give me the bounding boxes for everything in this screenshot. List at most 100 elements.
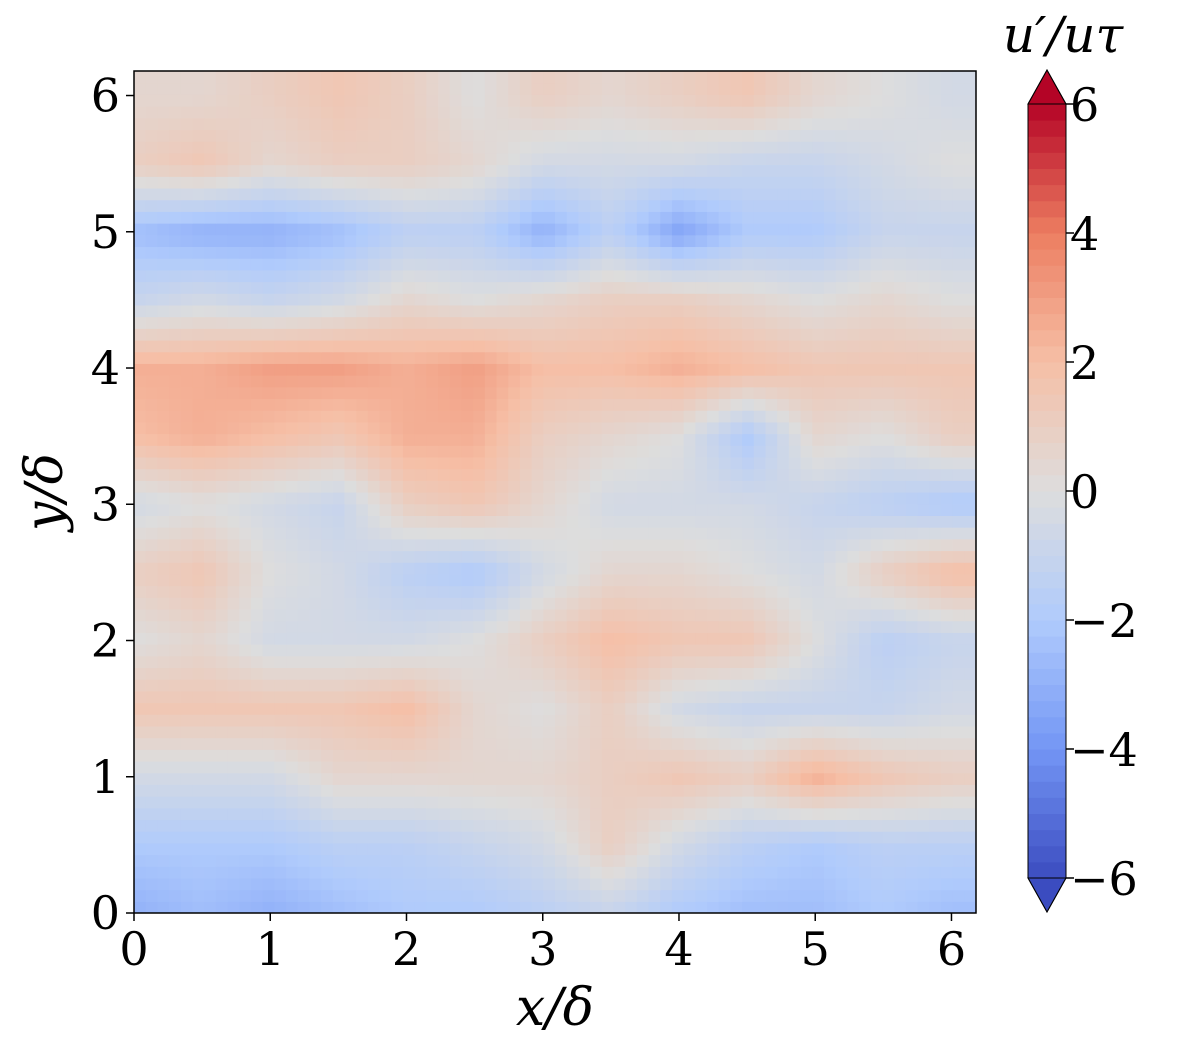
heatmap-cell [227, 714, 240, 727]
heatmap-cell [835, 421, 848, 435]
heatmap-cell [578, 538, 591, 552]
heatmap-cell [683, 877, 696, 891]
heatmap-cell [215, 819, 229, 832]
heatmap-cell [531, 725, 544, 739]
heatmap-cell [800, 316, 813, 329]
heatmap-cell [683, 386, 696, 400]
heatmap-cell [157, 877, 170, 891]
heatmap-cell [321, 187, 334, 201]
heatmap-cell [543, 410, 556, 423]
heatmap-cell [671, 655, 685, 669]
heatmap-cell [823, 351, 837, 364]
heatmap-cell [800, 889, 813, 902]
heatmap-cell [461, 433, 474, 446]
heatmap-cell [742, 562, 755, 575]
heatmap-cell [227, 433, 240, 446]
heatmap-cell [555, 749, 568, 762]
heatmap-cell [660, 901, 673, 913]
heatmap-cell [134, 480, 147, 493]
heatmap-cell [671, 597, 685, 610]
heatmap-cell [859, 141, 872, 154]
heatmap-cell [543, 714, 556, 727]
heatmap-cell [894, 667, 907, 680]
heatmap-cell [812, 644, 825, 657]
heatmap-cell [414, 679, 427, 692]
heatmap-cell [379, 304, 392, 318]
heatmap-cell [929, 503, 942, 516]
heatmap-cell [905, 562, 919, 575]
heatmap-cell [519, 515, 533, 528]
heatmap-cell [402, 842, 416, 856]
heatmap-cell [473, 842, 486, 856]
heatmap-cell [402, 901, 416, 913]
heatmap-cell [274, 164, 287, 177]
heatmap-cell [800, 620, 813, 633]
heatmap-cell [636, 316, 650, 329]
heatmap-cell [870, 117, 884, 131]
heatmap-cell [356, 538, 369, 552]
heatmap-cell [543, 527, 556, 540]
heatmap-cell [180, 515, 194, 528]
heatmap-cell [543, 281, 556, 294]
heatmap-cell [438, 550, 451, 563]
heatmap-cell [543, 644, 556, 657]
heatmap-cell [566, 106, 579, 119]
heatmap-cell [496, 573, 509, 587]
heatmap-cell [940, 702, 954, 715]
heatmap-cell [660, 597, 673, 610]
heatmap-cell [812, 597, 825, 610]
heatmap-cell [730, 363, 743, 376]
heatmap-cell [777, 796, 790, 809]
heatmap-cell [250, 538, 264, 552]
heatmap-cell [531, 281, 544, 294]
heatmap-cell [367, 223, 381, 236]
heatmap-cell [788, 796, 802, 809]
heatmap-cell [157, 152, 170, 166]
heatmap-cell [964, 269, 976, 283]
heatmap-cell [262, 655, 275, 669]
heatmap-cell [555, 152, 568, 166]
heatmap-cell [344, 620, 357, 633]
heatmap-cell [297, 503, 311, 516]
heatmap-cell [859, 714, 872, 727]
heatmap-cell [905, 527, 919, 540]
heatmap-cell [484, 386, 498, 400]
heatmap-cell [870, 386, 884, 400]
heatmap-cell [566, 258, 579, 271]
heatmap-cell [671, 725, 685, 739]
heatmap-cell [274, 117, 287, 131]
heatmap-cell [753, 597, 767, 610]
heatmap-cell [566, 819, 579, 832]
heatmap-cell [543, 725, 556, 739]
heatmap-cell [473, 129, 486, 142]
heatmap-cell [438, 679, 451, 692]
heatmap-cell [239, 632, 252, 645]
heatmap-cell [391, 807, 404, 821]
heatmap-cell [590, 737, 603, 750]
heatmap-cell [379, 234, 392, 248]
heatmap-cell [262, 363, 275, 376]
heatmap-cell [964, 316, 976, 329]
heatmap-cell [438, 632, 451, 645]
heatmap-cell [227, 889, 240, 902]
heatmap-cell [683, 223, 696, 236]
heatmap-cell [940, 328, 954, 341]
heatmap-cell [601, 141, 615, 154]
heatmap-cell [344, 363, 357, 376]
heatmap-cell [449, 725, 463, 739]
heatmap-cell [496, 456, 509, 470]
heatmap-cell [391, 363, 404, 376]
heatmap-cell [157, 339, 170, 353]
heatmap-cell [250, 129, 264, 142]
heatmap-cell [952, 807, 965, 821]
heatmap-cell [496, 702, 509, 715]
heatmap-cell [940, 725, 954, 739]
heatmap-cell [905, 679, 919, 692]
heatmap-cell [180, 690, 194, 704]
heatmap-cell [180, 176, 194, 189]
heatmap-cell [590, 573, 603, 587]
heatmap-cell [402, 398, 416, 411]
heatmap-cell [321, 339, 334, 353]
heatmap-cell [812, 269, 825, 283]
heatmap-cell [800, 375, 813, 388]
